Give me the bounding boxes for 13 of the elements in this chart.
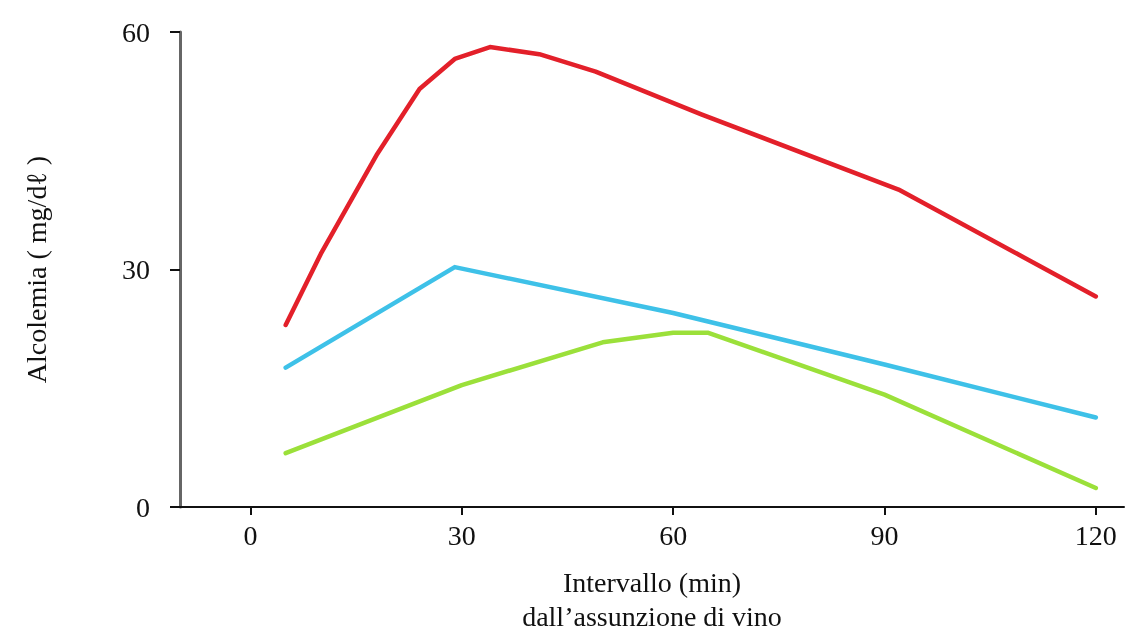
y-tick-label: 30 [122, 254, 150, 285]
y-tick-label: 0 [136, 491, 150, 523]
y-tick-label: 60 [122, 16, 150, 48]
x-axis-title: Intervallo (min) dall’assunzione di vino [522, 566, 782, 632]
x-tick-label: 0 [243, 519, 258, 551]
line-series [283, 264, 1099, 420]
line-series [283, 44, 1099, 328]
x-tick-label: 30 [447, 519, 476, 551]
x-tick-label: 90 [870, 519, 899, 551]
line-series [283, 330, 1099, 491]
x-tick-label: 120 [1074, 519, 1117, 551]
x-tick-label: 60 [659, 519, 688, 551]
y-axis-title: Alcolemia ( mg/dℓ ) [20, 155, 52, 384]
